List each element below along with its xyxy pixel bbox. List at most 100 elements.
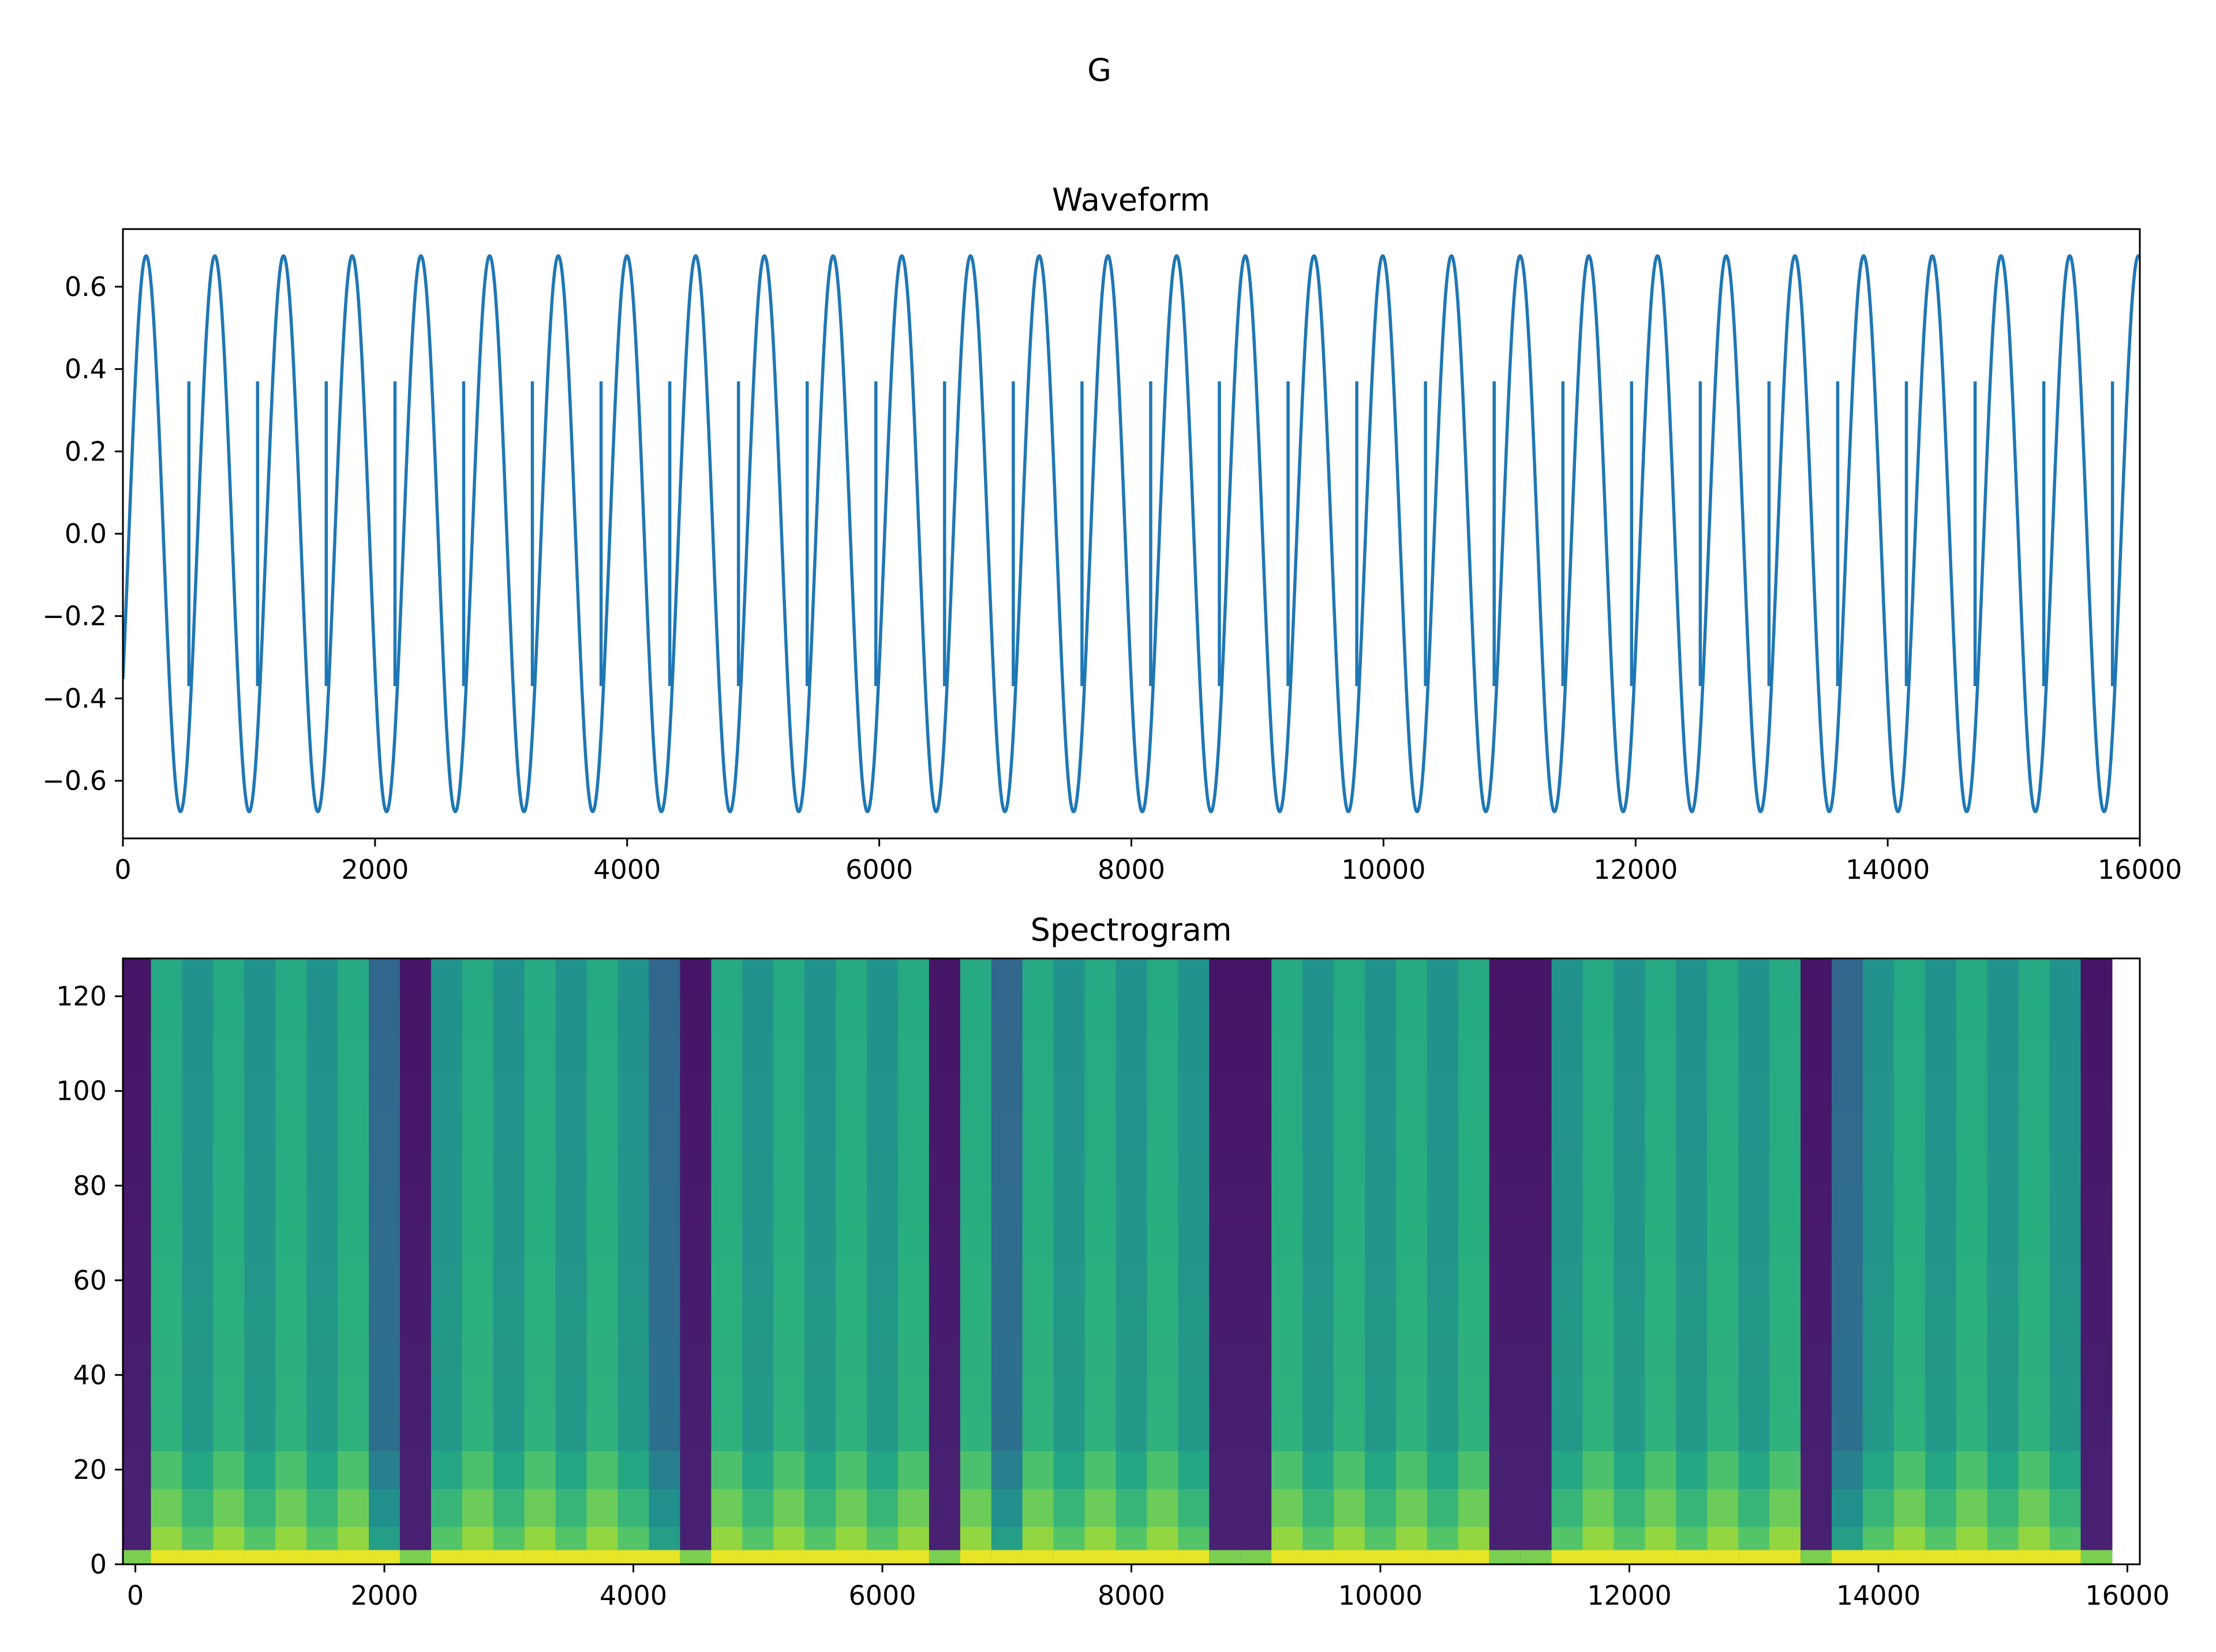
spectrogram-cell [151, 958, 183, 997]
spectrogram-cell [1862, 1374, 1895, 1414]
spectrogram-cell [1614, 1451, 1646, 1489]
waveform-x-tick-label: 10000 [1341, 854, 1425, 885]
spectrogram-cell [649, 1034, 681, 1073]
spectrogram-cell [182, 1185, 214, 1224]
spectrogram-cell [1022, 1223, 1054, 1262]
spectrogram-cell [213, 996, 245, 1035]
spectrogram-cell [960, 1488, 992, 1527]
spectrogram-low-band [1551, 1550, 1584, 1564]
spectrogram-cell [991, 1034, 1023, 1073]
spectrogram-cell [1209, 1148, 1241, 1186]
spectrogram-cell [493, 1337, 525, 1376]
spectrogram-cell [680, 1451, 712, 1489]
spectrogram-cell [617, 1337, 650, 1376]
spectrogram-cell [1209, 1451, 1241, 1489]
spectrogram-cell [182, 1072, 214, 1111]
spectrogram-cell [991, 1374, 1023, 1414]
spectrogram-cell [680, 1374, 712, 1414]
spectrogram-cell [213, 1451, 245, 1489]
spectrogram-cell [1489, 1034, 1521, 1073]
spectrogram-cell [1271, 996, 1304, 1035]
spectrogram-cell [1707, 958, 1739, 997]
spectrogram-low-band [897, 1550, 930, 1564]
spectrogram-cell [867, 1110, 899, 1149]
spectrogram-cell [1862, 1413, 1895, 1452]
spectrogram-cell [123, 1185, 152, 1224]
spectrogram-cell [1925, 1413, 1957, 1452]
spectrogram-cell [991, 1185, 1023, 1224]
spectrogram-cell [649, 1451, 681, 1489]
spectrogram-cell [369, 1451, 401, 1489]
spectrogram-cell [123, 1072, 152, 1111]
spectrogram-cell [586, 1488, 619, 1527]
spectrogram-cell [1925, 1223, 1957, 1262]
spectrogram-y-tick-label: 120 [56, 981, 107, 1012]
spectrogram-cell [742, 1185, 774, 1224]
spectrogram-cell [1520, 1374, 1552, 1414]
spectrogram-cell [1614, 958, 1646, 997]
spectrogram-cell [182, 1110, 214, 1149]
spectrogram-cell [524, 1072, 556, 1111]
spectrogram-cell [524, 1374, 556, 1414]
spectrogram-cell [1365, 1072, 1397, 1111]
spectrogram-cell [1893, 958, 1926, 997]
waveform-x-tick-label: 12000 [1593, 854, 1678, 885]
spectrogram-cell [1489, 1148, 1521, 1186]
spectrogram-cell [1209, 1034, 1241, 1073]
spectrogram-low-band [617, 1550, 650, 1564]
spectrogram-cell [1707, 1223, 1739, 1262]
spectrogram-cell [123, 1261, 152, 1300]
spectrogram-cell [1116, 1374, 1148, 1414]
spectrogram-cell [1240, 1299, 1272, 1338]
spectrogram-cell [1987, 996, 2019, 1035]
spectrogram-cell [1832, 1185, 1863, 1224]
spectrogram-cell [991, 1223, 1023, 1262]
spectrogram-cell [1427, 1299, 1459, 1338]
spectrogram-cell [1707, 996, 1739, 1035]
spectrogram-cell [1427, 1451, 1459, 1489]
spectrogram-cell [836, 1072, 868, 1111]
spectrogram-cell [711, 1148, 743, 1186]
spectrogram-cell [431, 1223, 463, 1262]
spectrogram-cell [960, 1413, 992, 1452]
spectrogram-cell [151, 1374, 183, 1414]
spectrogram-cell [1676, 1374, 1708, 1414]
spectrogram-cell [1925, 958, 1957, 997]
spectrogram-cell [680, 1185, 712, 1224]
spectrogram-cell [1769, 1374, 1802, 1414]
spectrogram-cell [1458, 1337, 1490, 1376]
spectrogram-cell [1551, 1261, 1584, 1300]
spectrogram-cell [151, 1451, 183, 1489]
spectrogram-cell [2049, 1261, 2082, 1300]
spectrogram-cell [1738, 1299, 1770, 1338]
spectrogram-cell [1738, 1337, 1770, 1376]
spectrogram-cell [338, 1451, 370, 1489]
spectrogram-cell [1676, 1223, 1708, 1262]
spectrogram-cell [338, 1072, 370, 1111]
spectrogram-cell [1676, 1261, 1708, 1300]
spectrogram-cell [1987, 1374, 2019, 1414]
spectrogram-cell [1956, 1072, 1988, 1111]
spectrogram-cell [680, 1072, 712, 1111]
spectrogram-cell [1271, 1261, 1304, 1300]
spectrogram-cell [1862, 1488, 1895, 1527]
spectrogram-cell [338, 1374, 370, 1414]
spectrogram-cell [1520, 1148, 1552, 1186]
spectrogram-cell [1116, 1185, 1148, 1224]
spectrogram-x-tick-label: 0 [127, 1580, 144, 1611]
spectrogram-cell [1956, 1223, 1988, 1262]
spectrogram-cell [1769, 1451, 1802, 1489]
spectrogram-low-band [275, 1550, 308, 1564]
spectrogram-cell [1458, 1185, 1490, 1224]
spectrogram-cell [369, 1072, 401, 1111]
spectrogram-low-band [1334, 1550, 1366, 1564]
spectrogram-cell [1395, 996, 1428, 1035]
spectrogram-cell [462, 958, 494, 997]
spectrogram-cell [275, 1223, 308, 1262]
spectrogram-cell [617, 958, 650, 997]
spectrogram-cell [369, 1413, 401, 1452]
spectrogram-cell [2049, 1374, 2082, 1414]
spectrogram-cell [151, 1110, 183, 1149]
spectrogram-cell [1551, 1413, 1584, 1452]
spectrogram-cell [586, 1413, 619, 1452]
